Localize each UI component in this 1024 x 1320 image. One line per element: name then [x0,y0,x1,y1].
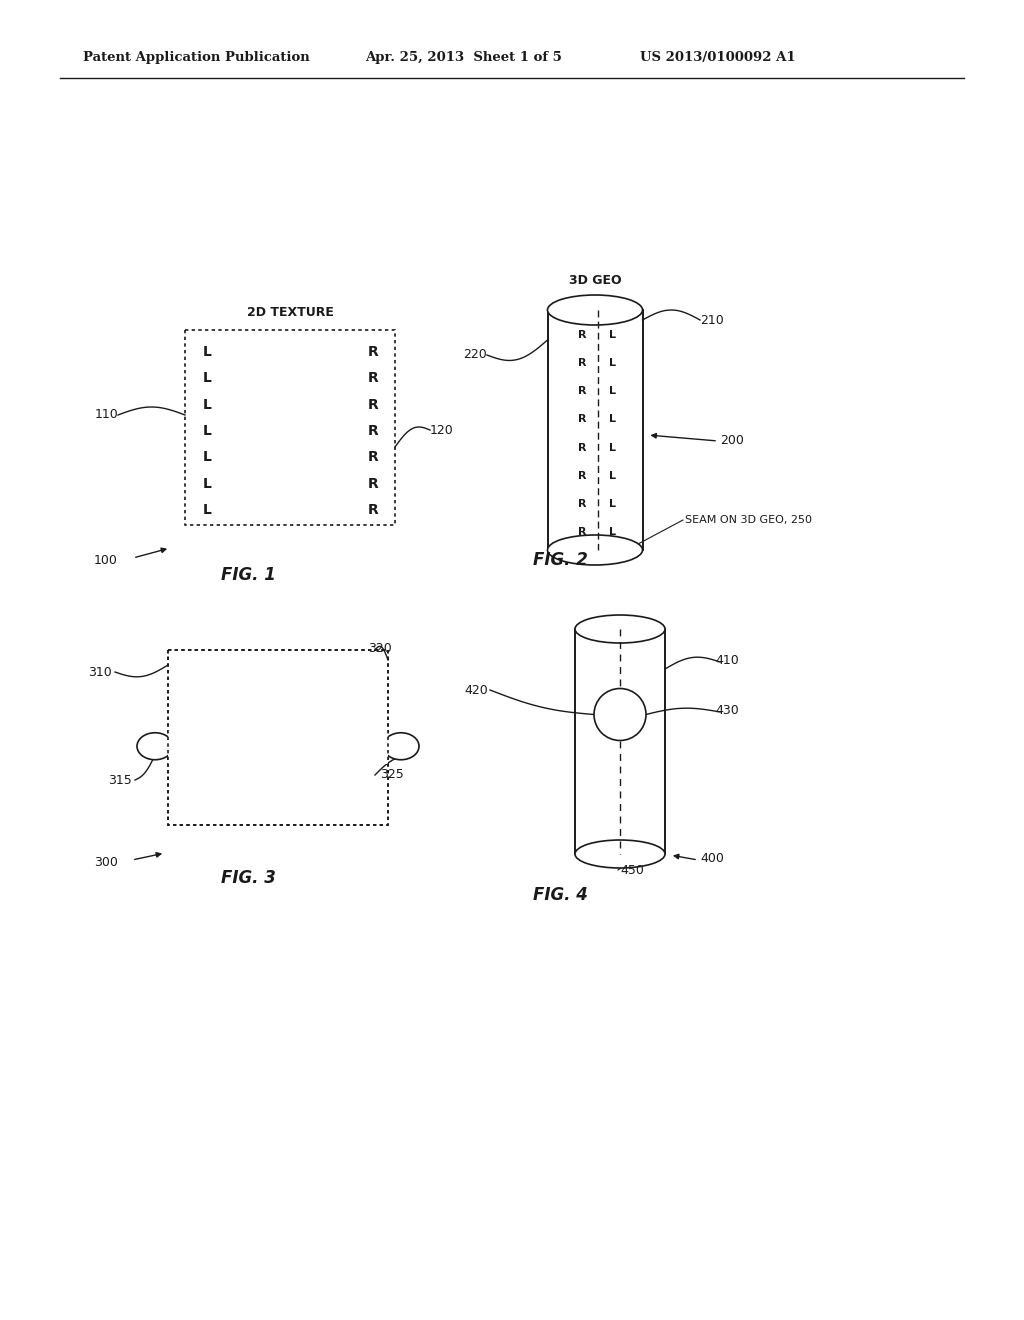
Text: R: R [368,450,379,465]
Text: 2D TEXTURE: 2D TEXTURE [247,305,334,318]
Text: L: L [608,471,615,480]
Ellipse shape [137,733,173,760]
Text: L: L [608,527,615,537]
Text: 450: 450 [620,863,644,876]
Bar [548,310,642,550]
Text: 120: 120 [430,424,454,437]
Text: 400: 400 [700,851,724,865]
Text: L: L [203,503,211,517]
Text: L: L [203,477,211,491]
Text: R: R [578,387,587,396]
Text: L: L [608,330,615,341]
Text: L: L [608,442,615,453]
Text: L: L [203,450,211,465]
Text: 110: 110 [94,408,118,421]
Text: 430: 430 [715,704,738,717]
Text: 320: 320 [368,642,392,655]
Text: FIG. 4: FIG. 4 [532,886,588,904]
Text: R: R [578,358,587,368]
Text: 220: 220 [463,348,487,362]
Text: R: R [368,345,379,359]
Ellipse shape [548,535,642,565]
Text: R: R [578,330,587,341]
Text: 100: 100 [94,553,118,566]
Text: R: R [578,527,587,537]
Ellipse shape [548,294,642,325]
Text: R: R [578,442,587,453]
Text: L: L [608,414,615,425]
Bar [168,729,193,764]
Text: 200: 200 [720,433,743,446]
Text: SEAM ON 3D GEO, 250: SEAM ON 3D GEO, 250 [685,515,812,525]
Text: L: L [608,387,615,396]
Bar [185,330,395,525]
Text: Apr. 25, 2013  Sheet 1 of 5: Apr. 25, 2013 Sheet 1 of 5 [365,51,562,65]
Text: 210: 210 [700,314,724,326]
Text: R: R [368,503,379,517]
Ellipse shape [575,840,665,869]
Text: L: L [608,499,615,508]
Bar [362,729,388,764]
Bar [575,630,665,854]
Bar [168,649,388,825]
Text: R: R [368,397,379,412]
Text: Patent Application Publication: Patent Application Publication [83,51,309,65]
Ellipse shape [575,615,665,643]
Text: 310: 310 [88,665,112,678]
Text: R: R [578,414,587,425]
Text: R: R [368,424,379,438]
Text: 300: 300 [94,855,118,869]
Ellipse shape [383,733,419,760]
Text: 410: 410 [715,653,738,667]
Text: L: L [203,397,211,412]
Text: FIG. 2: FIG. 2 [532,550,588,569]
Text: FIG. 3: FIG. 3 [220,869,275,887]
Text: R: R [368,477,379,491]
Text: R: R [368,371,379,385]
Bar [168,649,388,825]
Text: L: L [203,371,211,385]
Text: 3D GEO: 3D GEO [568,273,622,286]
Text: R: R [578,499,587,508]
Text: FIG. 1: FIG. 1 [220,566,275,583]
Text: L: L [203,424,211,438]
Text: L: L [203,345,211,359]
Text: 420: 420 [464,684,488,697]
Text: 315: 315 [109,774,132,787]
Circle shape [594,689,646,741]
Text: 325: 325 [380,768,403,781]
Text: R: R [578,471,587,480]
Text: US 2013/0100092 A1: US 2013/0100092 A1 [640,51,796,65]
Text: L: L [608,358,615,368]
